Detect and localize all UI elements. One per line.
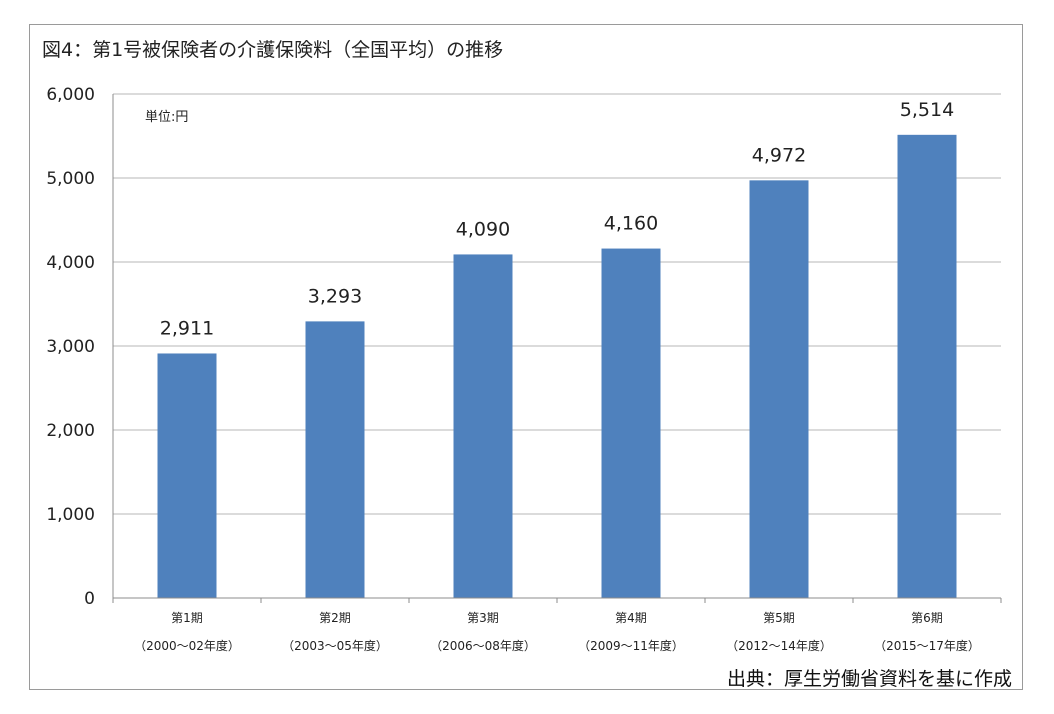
category-label: 第6期 [911, 611, 943, 625]
category-period-label: （2000～02年度） [134, 638, 240, 653]
category-period-label: （2015～17年度） [874, 638, 980, 653]
bar-1 [157, 353, 217, 598]
category-label: 第1期 [171, 611, 203, 625]
data-label: 3,293 [308, 285, 362, 307]
y-tick-label: 5,000 [46, 169, 95, 189]
axes [112, 94, 1002, 603]
category-label: 第2期 [319, 611, 351, 625]
unit-label: 単位:円 [145, 109, 188, 125]
y-tick-label: 3,000 [46, 337, 95, 357]
y-tick-label: 2,000 [46, 421, 95, 441]
bars [157, 134, 957, 599]
category-label: 第5期 [763, 611, 795, 625]
gridlines [113, 93, 1001, 515]
data-label: 2,911 [160, 317, 214, 339]
category-period-label: （2003～05年度） [282, 638, 388, 653]
data-label: 4,972 [752, 144, 806, 166]
y-tick-label: 0 [84, 589, 95, 609]
category-period-label: （2006～08年度） [430, 638, 536, 653]
y-tick-label: 1,000 [46, 505, 95, 525]
category-label: 第3期 [467, 611, 499, 625]
data-label: 5,514 [900, 99, 954, 121]
chart-title: 図4：第1号被保険者の介護保険料（全国平均）の推移 [42, 39, 504, 61]
y-tick-label: 6,000 [46, 85, 95, 105]
bar-2 [305, 321, 365, 598]
bar-6 [897, 134, 957, 598]
y-tick-label: 4,000 [46, 253, 95, 273]
category-period-label: （2009～11年度） [578, 638, 684, 653]
bar-3 [453, 254, 513, 598]
bar-4 [601, 248, 661, 598]
data-label: 4,090 [456, 218, 510, 240]
data-label: 4,160 [604, 213, 658, 235]
category-period-label: （2012～14年度） [726, 638, 832, 653]
source-note: 出典：厚生労働省資料を基に作成 [726, 668, 1012, 690]
bar-5 [749, 180, 809, 599]
labels: 0 1,000 2,000 3,000 4,000 5,000 6,000 2,911 第1期 （… [46, 85, 980, 653]
category-label: 第4期 [615, 611, 647, 625]
